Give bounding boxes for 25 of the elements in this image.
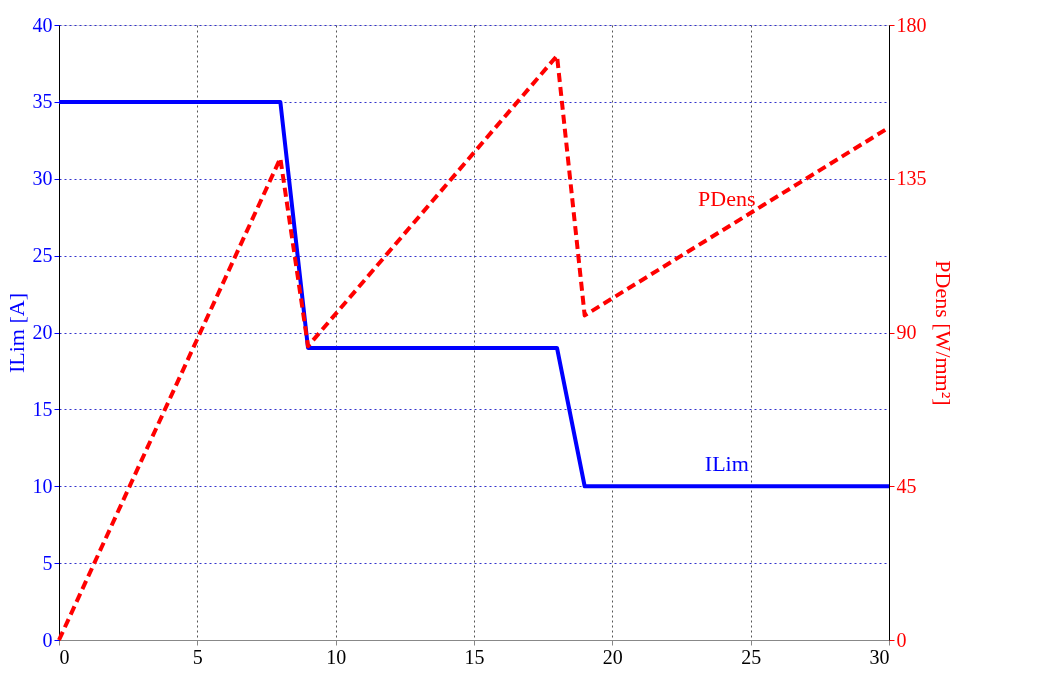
y-axis-title: ILim [A] [3,292,29,374]
y2-tick-label: 0 [896,628,907,651]
x-tick-label: 0 [59,645,70,668]
y-tick-label: 40 [32,13,53,36]
y-tick-label: 35 [32,90,53,113]
y2-tick-label: 180 [896,13,927,36]
series-label: PDens [698,186,756,212]
y-tick-label: 10 [32,474,53,497]
y-tick-label: 5 [42,551,53,574]
y2-tick-label: 135 [896,167,927,190]
x-tick-label: 25 [741,645,762,668]
x-tick-label: 10 [326,645,347,668]
y2-tick-label: 45 [896,474,917,497]
series-label: ILim [704,451,749,477]
y-tick-label: 30 [32,167,53,190]
y2-tick-label: 90 [896,321,917,343]
y-tick-label: 0 [42,628,53,651]
y-tick-label: 20 [32,321,53,343]
y2-axis-title: PDens [W/mm²] [930,260,956,406]
x-tick-label: 20 [602,645,623,668]
x-tick-label: 5 [192,645,203,668]
y-tick-label: 15 [32,397,53,420]
y-tick-label: 25 [32,244,53,267]
x-tick-label: 30 [869,645,890,668]
x-tick-label: 15 [464,645,485,668]
